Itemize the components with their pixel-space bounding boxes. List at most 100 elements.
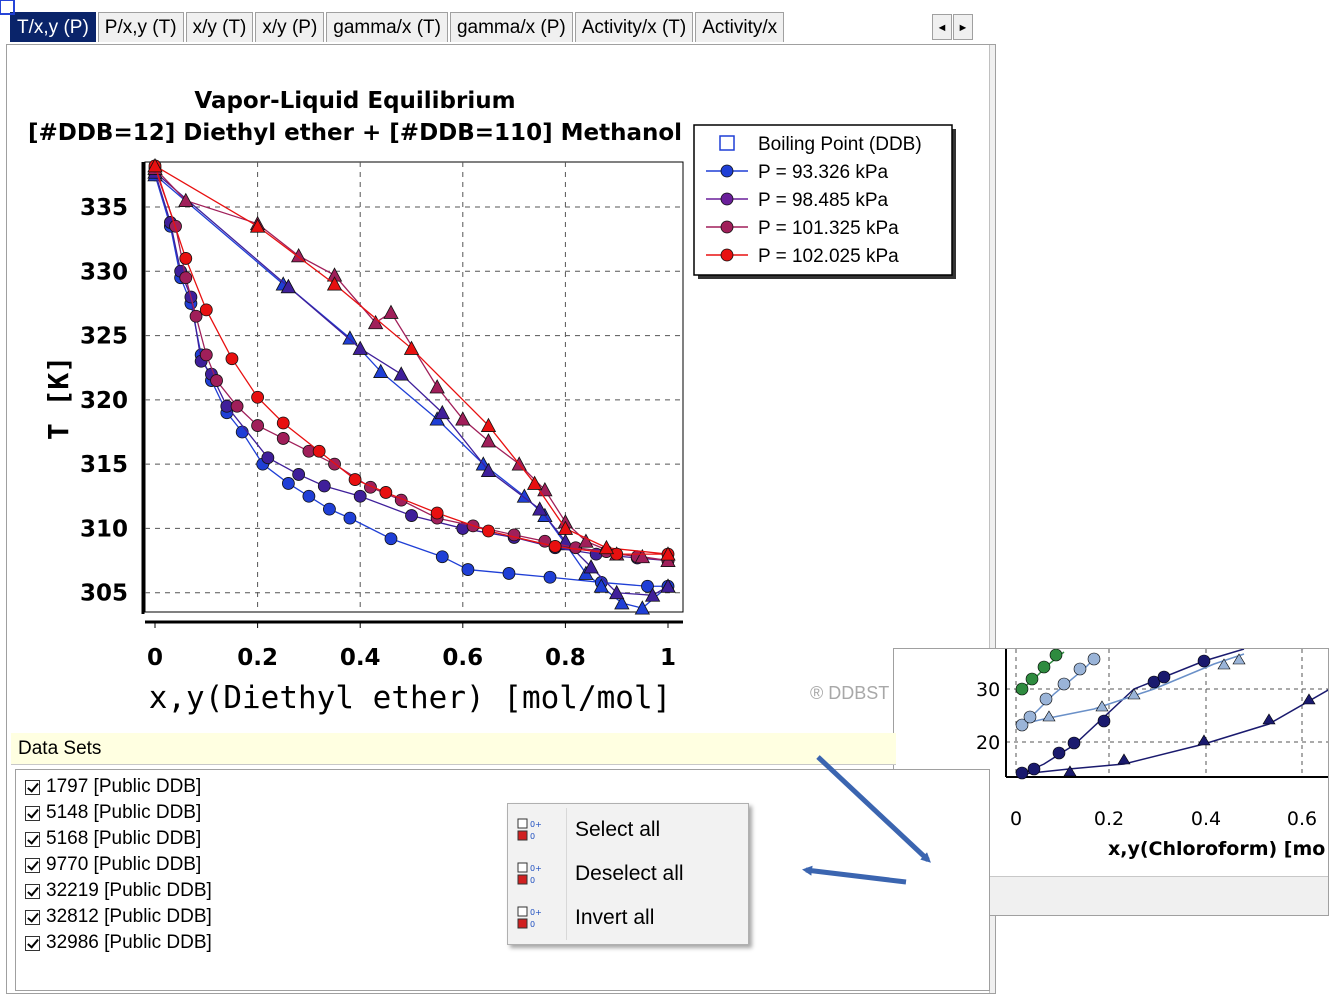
data-point [251,419,265,432]
tab-7[interactable]: Activity/x [695,12,785,42]
data-point [569,541,583,555]
data-point [367,314,384,330]
data-set-checkbox[interactable] [25,857,40,873]
data-point [526,475,543,490]
menu-item-label: Select all [575,818,661,841]
data-point [480,417,497,432]
tab-4[interactable]: gamma/x (T) [326,12,448,42]
menu-item-label: Deselect all [575,862,684,885]
data-point [480,462,497,477]
data-point [281,477,295,490]
data-point [210,374,223,387]
tab-0[interactable]: T/x,y (P) [10,12,96,42]
data-point [532,501,548,516]
y-tick-label: 335 [80,195,128,221]
data-point [189,309,203,323]
data-point [548,540,562,553]
data-point [353,489,367,503]
data-point [435,550,449,564]
legend-label: Boiling Point (DDB) [758,134,922,155]
data-set-checkbox[interactable] [25,883,40,899]
menu-item-deselect-all[interactable]: 0+ 0 Deselect all [508,852,748,896]
menu-item-label: Invert all [575,906,655,929]
checkbox-toggle-icon: 0+ 0 [517,818,542,842]
x-tick-label: 0.2 [237,645,278,671]
data-set-item[interactable]: 32812 [Public DDB] [25,904,212,930]
svg-text:0: 0 [530,832,535,841]
x-axis-label: x,y(Diethyl ether) [mol/mol] [149,680,672,716]
data-sets-list[interactable]: 1797 [Public DDB] 5148 [Public DDB] 5168 [… [15,769,990,991]
inset-ytick-30: 30 [976,679,1000,701]
data-point [276,432,290,445]
data-point [430,506,444,520]
data-point [434,404,450,420]
x-tick-label: 1 [660,645,676,671]
tab-2[interactable]: x/y (T) [185,12,254,42]
data-point [641,579,654,593]
data-set-item[interactable]: 1797 [Public DDB] [25,774,201,800]
legend-label: P = 93.326 kPa [758,162,889,183]
data-point [249,218,266,233]
legend-marker [720,220,734,234]
data-set-label: 32812 [Public DDB] [46,906,212,927]
tab-scroll-right-button[interactable]: ► [953,14,973,40]
data-point [461,563,475,576]
y-axis-label: T [K] [42,356,75,440]
boiling-point-marker [0,0,15,15]
inset-x-axis-label: x,y(Chloroform) [mo [1108,838,1325,860]
data-point [280,278,297,294]
tab-3[interactable]: x/y (P) [255,12,325,42]
chart-legend: Boiling Point (DDB) P = 93.326 kPa P = 98.… [693,124,956,279]
checkbox-toggle-icon: 0+ 0 [517,862,542,886]
data-point [290,248,307,263]
data-set-checkbox[interactable] [25,935,40,951]
y-tick-label: 310 [80,516,128,542]
data-set-label: 1797 [Public DDB] [46,776,202,797]
data-set-item[interactable]: 5168 [Public DDB] [25,826,201,852]
legend-marker [720,192,734,206]
data-point [326,276,343,291]
data-point [578,533,594,548]
context-menu: 0+ 0 Select all 0+ 0 Deselect all 0+ 0 Invert al… [507,803,749,945]
inset-ytick-20: 20 [976,732,1000,754]
data-point [634,600,651,615]
data-point [199,348,213,362]
panel-edge [989,45,995,993]
legend-marker [720,164,734,178]
tab-scroll-left-button[interactable]: ◄ [932,14,952,40]
data-point [634,548,651,564]
data-point [251,390,265,404]
x-tick-label: 0.6 [442,645,483,671]
data-point [384,532,398,546]
data-point [225,352,239,366]
data-set-checkbox[interactable] [25,805,40,821]
data-set-item[interactable]: 32219 [Public DDB] [25,878,212,904]
data-set-item[interactable]: 5148 [Public DDB] [25,800,201,826]
legend-marker [720,248,734,262]
tab-5[interactable]: gamma/x (P) [449,12,573,42]
data-point [276,416,290,430]
legend-box [693,124,953,276]
data-point [261,451,275,465]
data-point [373,363,389,378]
boiling-point-marker [0,0,15,15]
data-point [598,539,615,555]
data-set-checkbox[interactable] [25,779,40,795]
data-point [317,479,331,493]
tab-1[interactable]: P/x,y (T) [97,12,184,42]
svg-text:0+: 0+ [530,864,541,873]
inset-xtick-0: 0 [1010,808,1022,830]
checkbox-toggle-icon: 0+ 0 [517,906,542,930]
data-set-checkbox[interactable] [25,831,40,847]
tab-6[interactable]: Activity/x (T) [574,12,694,42]
data-set-checkbox[interactable] [25,909,40,925]
menu-item-select-all[interactable]: 0+ 0 Select all [508,808,748,852]
data-set-item[interactable]: 32986 [Public DDB] [25,930,212,956]
menu-item-invert-all[interactable]: 0+ 0 Invert all [508,896,748,940]
data-point [405,509,418,522]
data-set-label: 5168 [Public DDB] [46,828,202,849]
data-set-item[interactable]: 9770 [Public DDB] [25,852,201,878]
data-point [352,340,368,355]
series-1-vapor-line [154,171,669,596]
inset-xtick-1: 0.2 [1094,808,1124,830]
